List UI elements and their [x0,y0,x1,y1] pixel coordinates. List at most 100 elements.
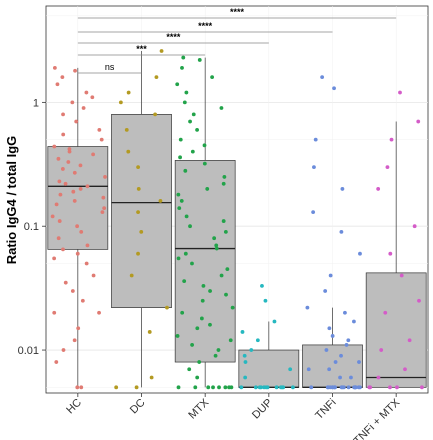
point-hc [84,261,89,266]
point-mtx [222,175,227,179]
comparison-hc-vs-tnfi: **** [77,21,333,33]
point-tnfi [352,319,356,324]
point-dup [259,385,263,390]
point-dup [253,385,258,390]
point-tnfi-mtx [412,224,417,229]
point-hc [61,112,65,117]
point-hc [103,175,107,179]
point-mtx [223,229,228,234]
point-dc [126,149,131,154]
point-hc [91,273,96,278]
point-mtx [175,334,180,338]
point-hc [79,385,84,390]
point-mtx [191,112,196,117]
x-tick-label-dup: DUP [250,397,275,422]
point-dc [118,100,123,105]
point-hc [60,75,65,79]
point-hc [85,184,90,189]
point-mtx [213,353,218,358]
point-hc [52,144,57,149]
point-mtx [217,385,221,390]
point-mtx [225,267,230,272]
box-hc [47,67,109,388]
point-tnfi [306,367,311,372]
comparison-hc-vs-dup: **** [77,32,269,44]
point-mtx [216,348,221,352]
point-mtx [183,251,188,256]
point-mtx [180,310,185,315]
point-mtx [182,279,187,284]
point-tnfi [349,375,353,380]
point-mtx [219,106,224,110]
point-tnfi [330,334,335,338]
y-tick-label: 1 [33,97,39,109]
point-tnfi-mtx [383,310,388,315]
point-hc [78,187,83,191]
point-tnfi [340,187,345,191]
point-dc [154,75,159,79]
point-hc [79,229,84,234]
point-tnfi [327,367,332,372]
point-mtx [208,289,212,293]
point-dup [288,367,293,372]
significance-brackets: ns*************** [77,7,397,74]
point-hc [63,280,68,285]
point-tnfi-mtx [385,165,390,170]
point-dc [136,187,141,191]
point-hc [84,90,89,95]
point-hc [75,251,80,256]
point-hc [61,247,65,252]
point-tnfi [323,289,328,293]
point-mtx [182,100,187,105]
point-hc [66,160,71,164]
point-mtx [197,360,202,364]
point-tnfi-mtx [388,385,392,390]
x-axis-ticks: HC DC MTX DUP TNFi TNFi + MTX [64,393,403,440]
point-mtx [188,119,192,124]
point-tnfi-mtx [407,338,412,343]
box-dc [111,50,172,388]
point-hc [63,181,68,186]
boxes-layer [47,50,427,388]
point-dc [134,385,139,390]
point-mtx [214,246,219,251]
point-dc [129,273,134,278]
comparison-hc-vs-mtx: *** [77,44,206,56]
point-tnfi-mtx [379,348,384,352]
point-hc [56,236,61,241]
point-hc [73,68,77,73]
point-mtx [178,137,183,142]
point-tnfi-mtx [403,367,407,372]
point-hc [72,199,77,203]
panel-border [45,5,429,394]
x-tick-label-tnfi-mtx: TNFi + MTX [352,396,403,440]
point-tnfi [309,385,314,390]
point-mtx [197,58,202,62]
point-dc [136,165,141,170]
point-dup [260,283,264,288]
point-hc [52,256,57,261]
point-tnfi [320,75,325,79]
point-hc [57,179,62,184]
point-tnfi [339,353,343,358]
point-hc [85,243,90,248]
point-mtx [176,192,181,197]
point-dup [249,348,254,352]
box-mtx [174,57,236,388]
point-hc [75,224,80,229]
point-tnfi [328,273,333,278]
point-dc [147,330,152,334]
point-hc [71,189,76,194]
point-mtx [224,292,228,297]
point-tnfi-mtx [376,375,381,380]
point-tnfi [327,326,332,331]
point-mtx [223,385,228,390]
point-mtx [187,367,192,372]
point-dup [272,319,277,324]
point-mtx [230,305,235,310]
point-dc [153,112,158,117]
point-hc [72,170,77,175]
point-dc [114,385,119,390]
points-layer [50,49,424,390]
point-mtx [211,385,215,390]
